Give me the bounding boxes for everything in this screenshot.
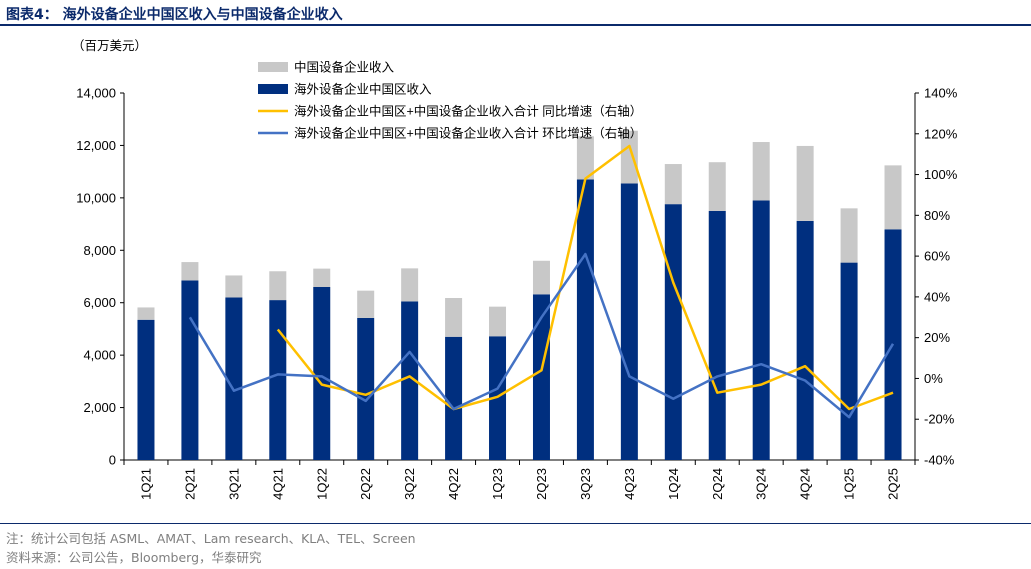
x-axis-tick-label: 1Q23 [490, 468, 505, 500]
footnote-source-companies: 注：统计公司包括 ASML、AMAT、Lam research、KLA、TEL、… [6, 531, 416, 546]
legend-swatch-overseas-china [258, 84, 288, 94]
bar-china-vendors [664, 164, 682, 205]
bar-overseas-china [181, 280, 199, 460]
x-axis-tick-label: 1Q21 [138, 468, 153, 500]
bar-overseas-china [357, 317, 375, 460]
bar-china-vendors [796, 145, 814, 221]
bar-overseas-china [489, 336, 507, 460]
bar-overseas-china [401, 301, 419, 460]
x-axis-tick-label: 4Q22 [446, 468, 461, 500]
bar-overseas-china [269, 300, 287, 460]
bar-china-vendors [445, 297, 463, 337]
legend-swatch-china-vendors [258, 62, 288, 72]
bar-china-vendors [137, 307, 155, 320]
x-axis-tick-label: 3Q22 [402, 468, 417, 500]
bars [137, 130, 902, 461]
bar-china-vendors [401, 268, 419, 302]
bar-overseas-china [532, 294, 550, 460]
x-axis-tick-label: 1Q22 [314, 468, 329, 500]
x-axis-tick-label: 1Q25 [842, 468, 857, 500]
right-axis-tick-label: 120% [924, 126, 958, 141]
bar-china-vendors [884, 165, 902, 230]
title-rule [0, 24, 1031, 26]
x-axis-tick-label: 2Q22 [358, 468, 373, 500]
left-axis-tick-label: 0 [109, 453, 116, 468]
bar-china-vendors [840, 208, 858, 263]
bar-china-vendors [181, 262, 199, 281]
line-qoq-growth [188, 252, 895, 419]
x-axis-tick-label: 4Q21 [270, 468, 285, 500]
x-axis-tick-label: 2Q24 [710, 468, 725, 500]
bar-overseas-china [313, 286, 331, 460]
figure-title: 图表4： 海外设备企业中国区收入与中国设备企业收入 [6, 7, 343, 23]
x-axis-tick-label: 2Q23 [534, 468, 549, 500]
left-axis-tick-label: 6,000 [83, 295, 116, 310]
right-axis-tick-label: 40% [924, 289, 950, 304]
left-axis-tick-label: 8,000 [83, 243, 116, 258]
legend-label-china-vendors: 中国设备企业收入 [294, 60, 395, 75]
right-axis-tick-label: 140% [924, 86, 958, 101]
x-axis-tick-label: 1Q24 [666, 468, 681, 500]
legend-label-qoq: 海外设备企业中国区+中国设备企业收入合计 环比增速（右轴） [294, 126, 642, 141]
right-axis-tick-label: -40% [924, 453, 955, 468]
bar-overseas-china [445, 336, 463, 460]
x-axis-tick-label: 2Q25 [886, 468, 901, 500]
left-axis-tick-label: 4,000 [83, 348, 116, 363]
chart: （百万美元） 0 2,000 4,000 6,000 8,000 10,000 12,000… [72, 39, 958, 500]
bar-overseas-china [708, 210, 726, 460]
bar-china-vendors [752, 142, 770, 201]
bar-overseas-china [137, 319, 155, 460]
right-axis-tick-label: 0% [924, 371, 943, 386]
left-axis-tick-label: 12,000 [76, 138, 116, 153]
bar-overseas-china [664, 204, 682, 460]
bar-overseas-china [576, 179, 594, 460]
x-axis-tick-label: 2Q21 [182, 468, 197, 500]
bar-china-vendors [620, 130, 638, 184]
bar-china-vendors [313, 268, 331, 287]
bar-overseas-china [796, 220, 814, 460]
unit-label: （百万美元） [72, 39, 147, 53]
bar-overseas-china [840, 262, 858, 460]
bar-china-vendors [489, 306, 507, 337]
right-axis-tick-label: 20% [924, 330, 950, 345]
x-axis-tick-label: 3Q21 [226, 468, 241, 500]
right-axis-tick-label: 80% [924, 208, 950, 223]
legend-label-overseas-china: 海外设备企业中国区收入 [294, 82, 432, 97]
bar-overseas-china [752, 200, 770, 460]
x-axis-tick-label: 3Q24 [754, 468, 769, 500]
bar-china-vendors [532, 260, 550, 295]
line-yoy-growth [276, 144, 894, 411]
x-axis-tick-label: 3Q23 [578, 468, 593, 500]
left-axis-tick-label: 2,000 [83, 400, 116, 415]
bar-overseas-china [225, 297, 243, 460]
lines [188, 144, 895, 419]
left-axis-tick-label: 14,000 [76, 86, 116, 101]
bar-china-vendors [357, 290, 375, 318]
bar-overseas-china [620, 183, 638, 461]
axes: 0 2,000 4,000 6,000 8,000 10,000 12,000 14,000 -… [76, 86, 957, 500]
right-axis-tick-label: 60% [924, 249, 950, 264]
legend: 中国设备企业收入海外设备企业中国区收入海外设备企业中国区+中国设备企业收入合计 … [258, 60, 642, 141]
x-axis-tick-label: 4Q23 [622, 468, 637, 500]
footnote-data-source: 资料来源：公司公告，Bloomberg，华泰研究 [6, 550, 262, 565]
bar-china-vendors [225, 275, 243, 298]
bar-china-vendors [269, 271, 287, 301]
left-axis-tick-label: 10,000 [76, 190, 116, 205]
footer-rule [0, 523, 1031, 524]
bar-china-vendors [576, 136, 594, 180]
legend-label-yoy: 海外设备企业中国区+中国设备企业收入合计 同比增速（右轴） [294, 104, 642, 119]
right-axis-tick-label: -20% [924, 412, 955, 427]
x-axis-tick-label: 4Q24 [798, 468, 813, 500]
bar-china-vendors [708, 162, 726, 211]
right-axis-tick-label: 100% [924, 167, 958, 182]
